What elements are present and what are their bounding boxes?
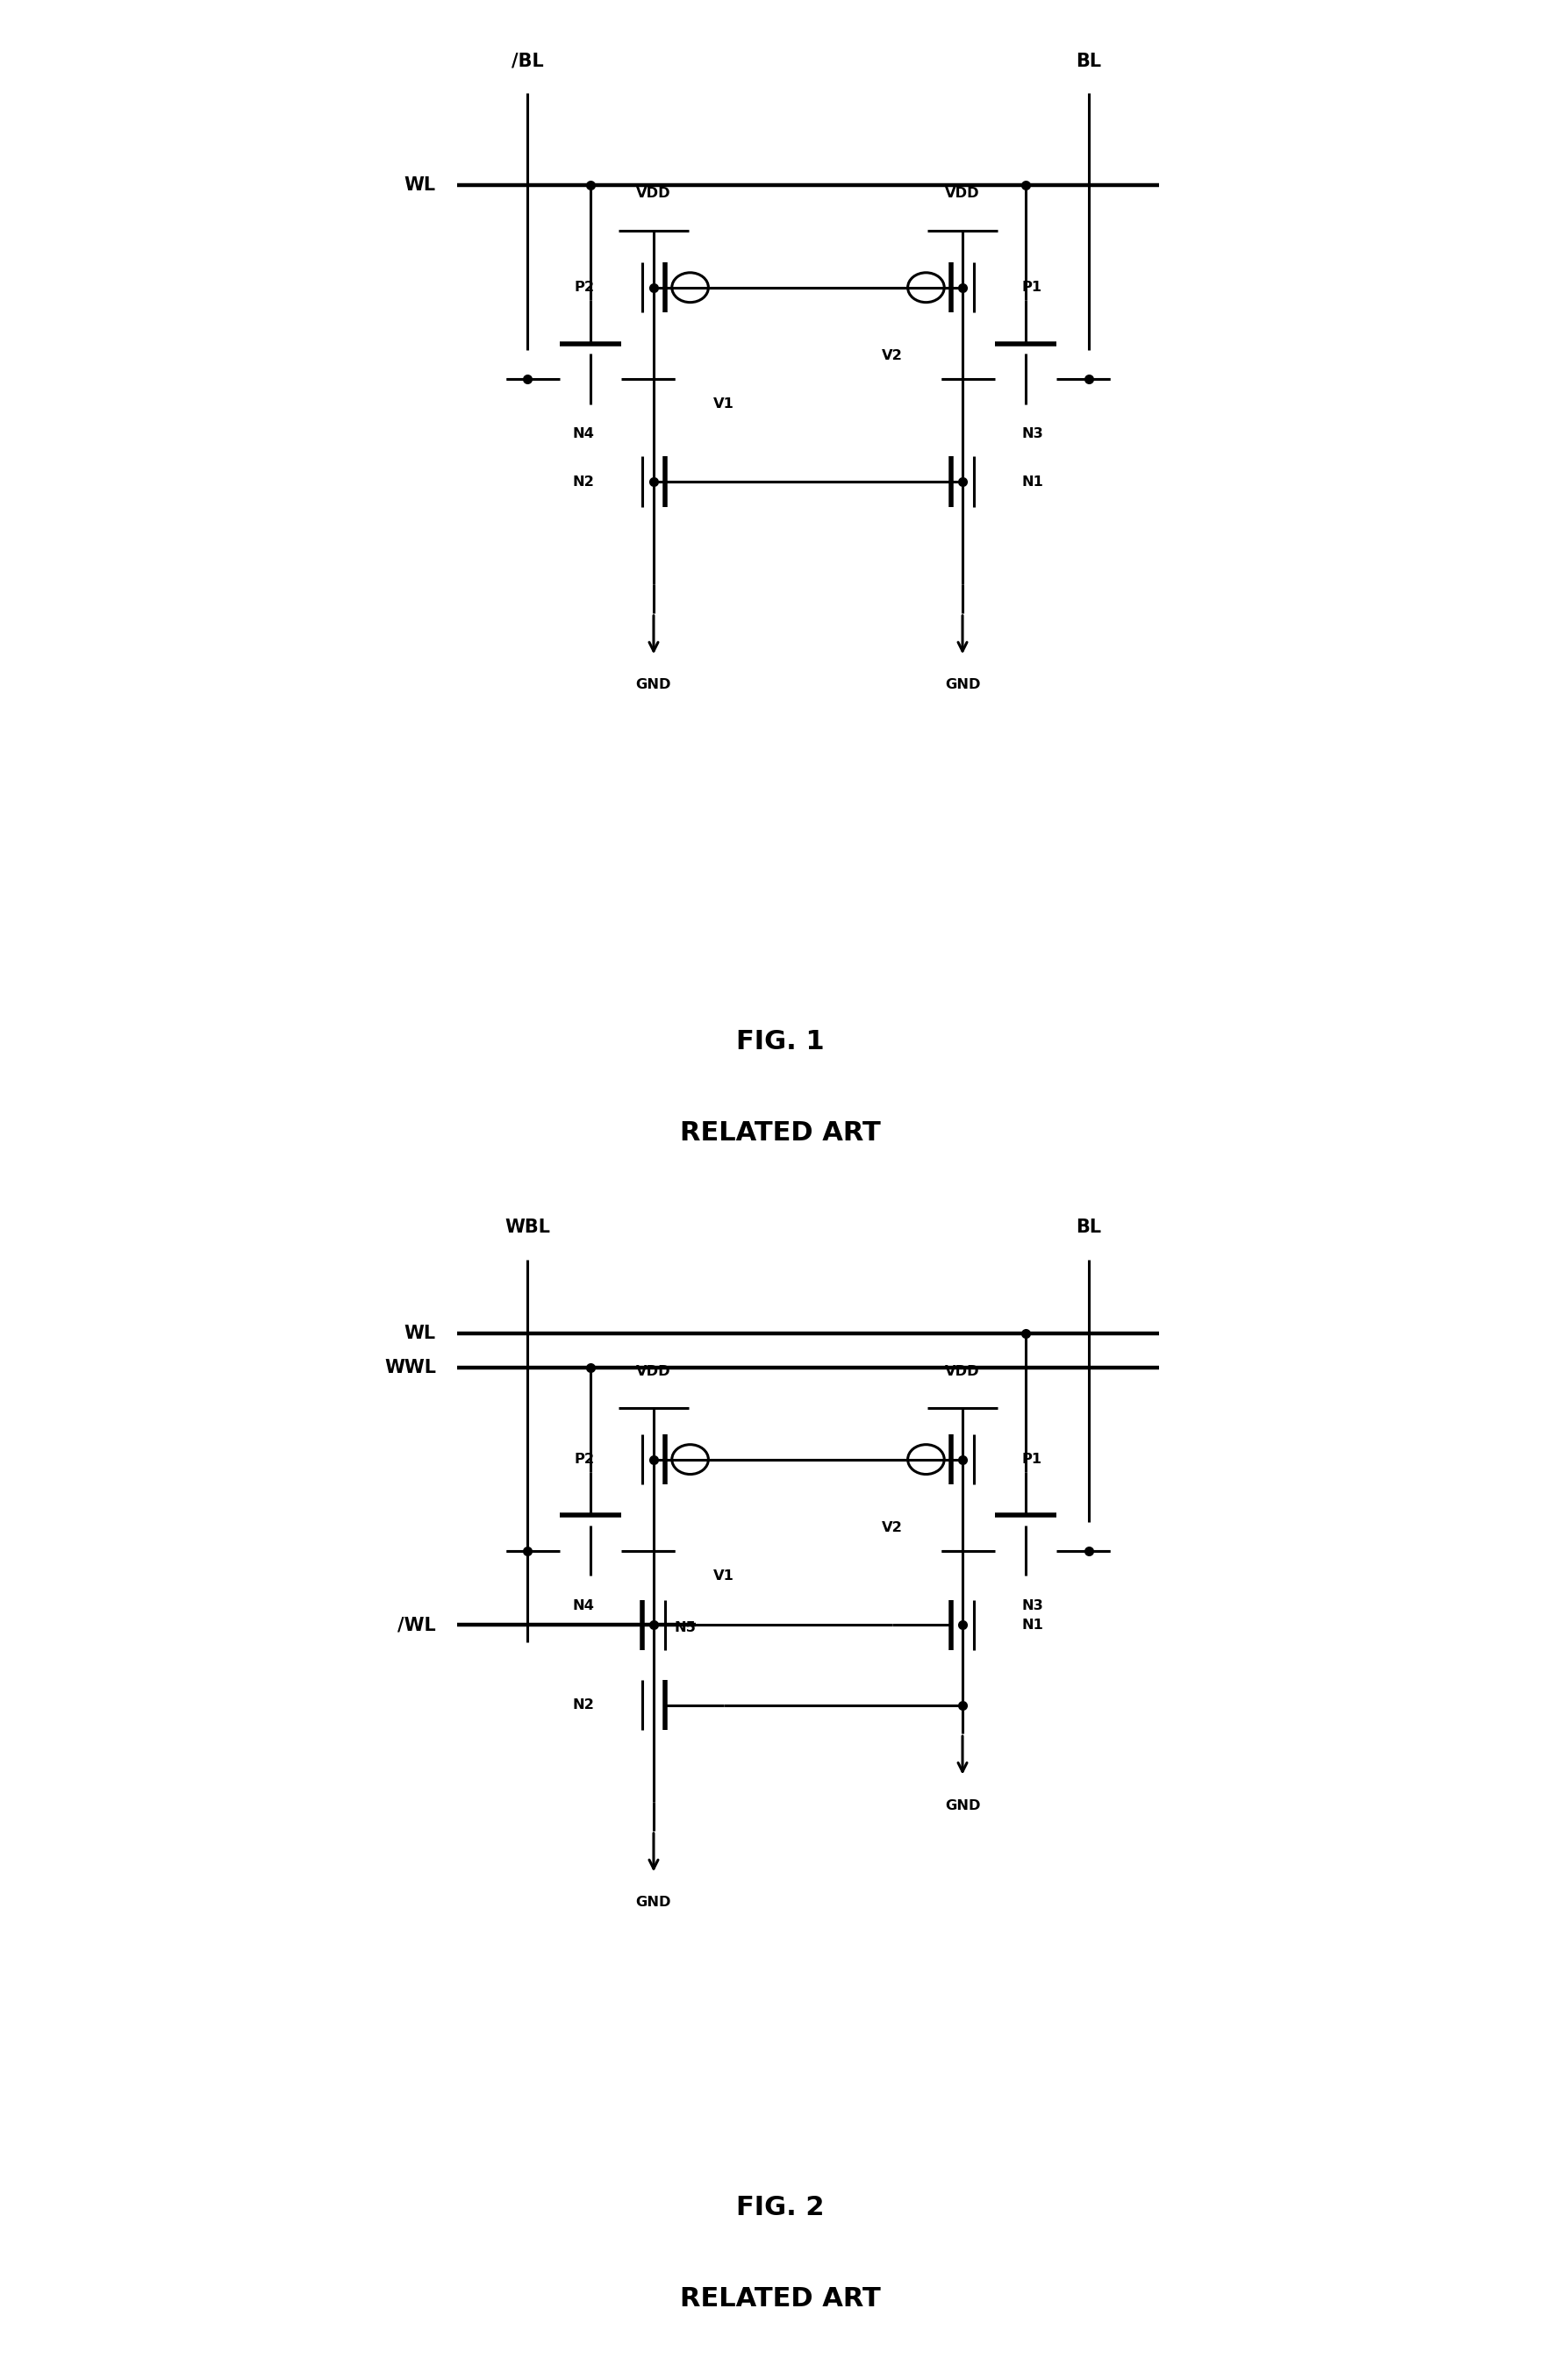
Text: N1: N1: [1022, 476, 1044, 488]
Text: GND: GND: [945, 1799, 980, 1811]
Text: N4: N4: [573, 1599, 594, 1611]
Text: GND: GND: [636, 1897, 671, 1909]
Text: WL: WL: [404, 176, 437, 193]
Text: GND: GND: [636, 678, 671, 693]
Text: VDD: VDD: [636, 1364, 671, 1378]
Text: N5: N5: [675, 1621, 696, 1635]
Text: N1: N1: [1022, 1618, 1044, 1633]
Text: /WL: /WL: [398, 1616, 437, 1633]
Text: /BL: /BL: [512, 52, 543, 69]
Text: V1: V1: [713, 397, 735, 412]
Text: P2: P2: [574, 1452, 594, 1466]
Text: P1: P1: [1022, 281, 1042, 295]
Text: V1: V1: [713, 1568, 735, 1583]
Text: N4: N4: [573, 426, 594, 440]
Text: VDD: VDD: [945, 188, 980, 200]
Text: N2: N2: [573, 1699, 594, 1711]
Text: N3: N3: [1022, 426, 1044, 440]
Text: FIG. 1: FIG. 1: [736, 1028, 824, 1054]
Text: WBL: WBL: [504, 1219, 551, 1235]
Text: VDD: VDD: [636, 188, 671, 200]
Text: WL: WL: [404, 1326, 437, 1342]
Text: P2: P2: [574, 281, 594, 295]
Text: RELATED ART: RELATED ART: [680, 1121, 880, 1145]
Text: RELATED ART: RELATED ART: [680, 2287, 880, 2311]
Text: BL: BL: [1076, 52, 1101, 69]
Text: WWL: WWL: [384, 1359, 437, 1376]
Text: V2: V2: [881, 1521, 903, 1535]
Text: V2: V2: [881, 350, 903, 362]
Text: N2: N2: [573, 476, 594, 488]
Text: BL: BL: [1076, 1219, 1101, 1235]
Text: VDD: VDD: [945, 1364, 980, 1378]
Text: N3: N3: [1022, 1599, 1044, 1611]
Text: FIG. 2: FIG. 2: [736, 2194, 824, 2221]
Text: P1: P1: [1022, 1452, 1042, 1466]
Text: GND: GND: [945, 678, 980, 693]
